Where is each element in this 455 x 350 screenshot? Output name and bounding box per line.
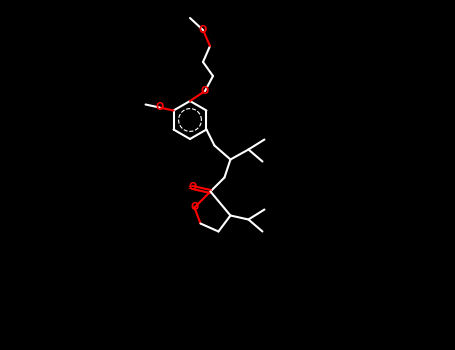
Text: O: O — [190, 203, 198, 212]
Text: O: O — [201, 86, 209, 96]
Text: O: O — [188, 182, 197, 192]
Text: O: O — [199, 25, 207, 35]
Text: =: = — [187, 186, 193, 191]
Text: O: O — [156, 103, 164, 112]
